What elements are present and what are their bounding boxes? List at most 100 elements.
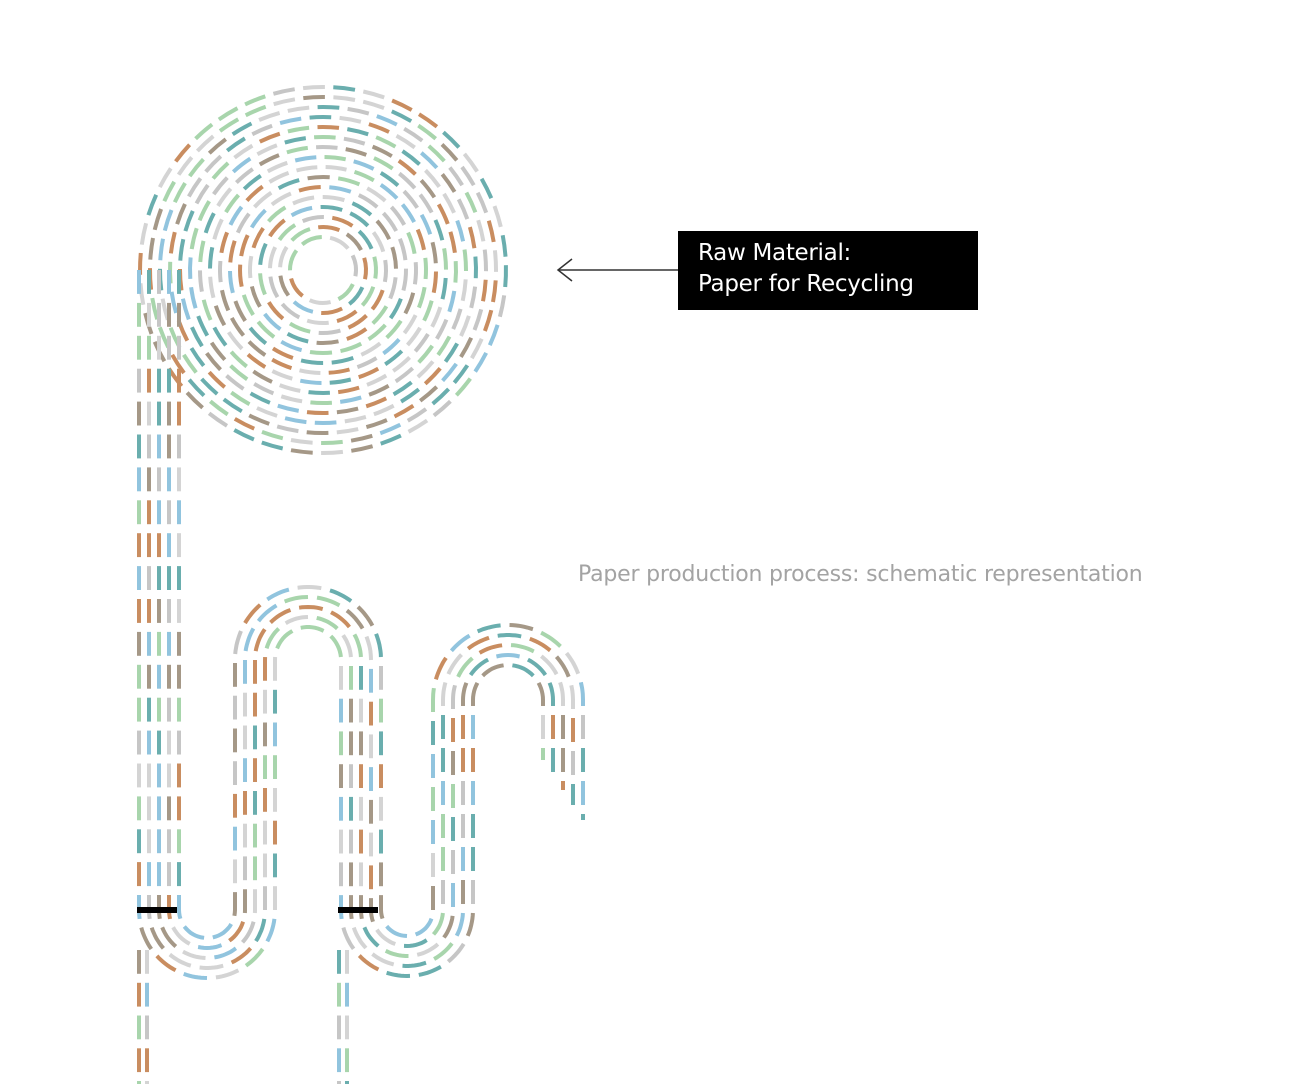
roll-dash — [382, 259, 388, 283]
roll-dash — [267, 301, 285, 321]
strand-dash — [569, 684, 575, 709]
strand-dash — [359, 895, 364, 920]
roll-dash — [247, 340, 267, 357]
roll-dash — [287, 105, 310, 113]
roll-dash — [325, 165, 347, 172]
roll-dash — [407, 418, 429, 434]
roll-dash — [313, 135, 336, 140]
roll-dash — [249, 391, 271, 405]
roll-dash — [174, 143, 192, 163]
strand-dash — [329, 588, 353, 603]
roll-dash — [389, 205, 407, 226]
roll-dash — [373, 156, 394, 171]
strand-dash — [177, 895, 183, 920]
roll-dash — [284, 136, 307, 145]
roll-dash — [476, 219, 486, 242]
roll-dash — [189, 227, 199, 250]
roll-dash — [268, 246, 278, 269]
roll-dash — [225, 374, 245, 391]
strand-dash — [264, 627, 281, 650]
roll-dash — [406, 407, 428, 423]
roll-dash — [337, 283, 355, 301]
roll-dash — [372, 256, 378, 279]
roll-dash — [168, 231, 177, 254]
strand-dash — [244, 947, 265, 968]
roll-dash — [279, 116, 302, 126]
roll-dash — [469, 286, 478, 309]
roll-dash — [321, 449, 344, 456]
diagram-caption: Paper production process: schematic repr… — [578, 562, 1143, 587]
strand-dash — [454, 912, 465, 937]
roll-dash — [317, 105, 340, 110]
roll-dash — [365, 418, 388, 430]
roll-dash — [460, 165, 476, 187]
strand-dash — [529, 636, 552, 653]
roll-dash — [169, 291, 179, 314]
roll-dash — [317, 124, 340, 130]
roll-dash — [256, 406, 278, 418]
strand-dash — [403, 938, 428, 949]
roll-dash — [246, 352, 267, 369]
roll-dash — [233, 300, 247, 322]
roll-dash — [440, 142, 459, 162]
roll-dash — [353, 169, 375, 183]
roll-dash — [388, 277, 398, 300]
roll-dash — [294, 155, 317, 163]
roll-dash — [336, 427, 359, 435]
roll-dash — [302, 84, 325, 91]
roll-dash — [419, 385, 439, 403]
roll-dash — [306, 410, 329, 416]
roll-dash — [287, 125, 310, 134]
roll-dash — [371, 231, 386, 253]
strand-dash — [330, 610, 351, 629]
roll-dash — [436, 335, 452, 357]
strand-dash — [265, 918, 277, 943]
strand-dash — [283, 595, 309, 604]
roll-dash — [333, 85, 356, 92]
roll-dash — [300, 235, 322, 247]
strand-dash — [564, 651, 581, 675]
strand-dash — [471, 682, 480, 706]
roll-dash — [234, 167, 254, 185]
roll-dash — [201, 299, 213, 321]
roll-dash — [146, 193, 159, 216]
roll-dash — [420, 151, 439, 170]
strand-dash — [446, 653, 463, 675]
roll-dash — [346, 327, 368, 341]
roll-dash — [337, 385, 360, 395]
roll-dash — [392, 355, 412, 373]
roll-dash — [290, 227, 311, 242]
roll-dash — [412, 262, 418, 285]
roll-dash — [357, 229, 374, 250]
strand-dash — [254, 918, 267, 943]
roll-dash — [390, 109, 413, 123]
roll-dash — [417, 344, 434, 364]
strand-dash — [214, 946, 238, 960]
roll-dash — [235, 212, 251, 234]
arrow-left-icon — [556, 258, 678, 282]
roll-dash — [277, 178, 300, 190]
strand-dash — [352, 633, 363, 658]
roll-dash — [340, 341, 363, 354]
roll-dash — [356, 356, 378, 369]
strand-dash — [351, 926, 368, 950]
roll-dash — [455, 219, 466, 242]
roll-dash — [230, 390, 251, 406]
roll-dash — [258, 242, 268, 266]
roll-dash — [343, 136, 366, 146]
roll-dash — [492, 205, 503, 228]
roll-dash — [462, 152, 479, 173]
roll-dash — [357, 193, 379, 209]
roll-dash — [443, 342, 459, 363]
roll-dash — [360, 341, 382, 357]
roll-dash — [268, 218, 286, 238]
strand-dash — [243, 627, 256, 652]
strand-dash — [167, 895, 172, 920]
roll-dash — [300, 358, 324, 366]
roll-dash — [261, 430, 284, 441]
roll-dash — [413, 333, 430, 353]
strand-dash — [446, 942, 466, 964]
roll-dash — [176, 155, 194, 176]
strand-dash — [168, 952, 192, 968]
roll-dash — [306, 430, 329, 435]
